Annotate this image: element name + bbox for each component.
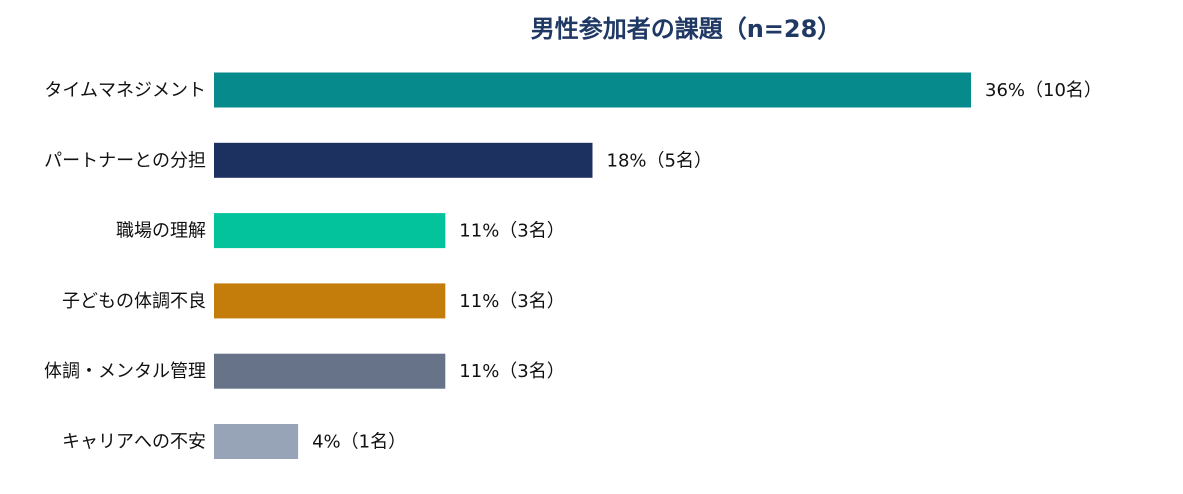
bar [214, 142, 593, 178]
bar [214, 283, 446, 319]
category-label: タイムマネジメント [44, 80, 206, 101]
data-label: 11%（3名） [459, 361, 564, 382]
bar [214, 72, 971, 108]
category-label: 子どもの体調不良 [62, 291, 206, 312]
data-label: 11%（3名） [459, 221, 564, 242]
category-label: 体調・メンタル管理 [44, 361, 206, 382]
bar [214, 213, 446, 249]
data-label: 4%（1名） [312, 432, 406, 453]
chart-title: 男性参加者の課題（n=28） [531, 15, 842, 43]
category-label: パートナーとの分担 [44, 150, 206, 171]
data-label: 18%（5名） [607, 150, 712, 171]
data-label: 11%（3名） [459, 291, 564, 312]
bar [214, 353, 446, 389]
category-label: キャリアへの不安 [62, 432, 206, 453]
category-label: 職場の理解 [116, 221, 206, 242]
bars-layer: タイムマネジメント 36%（10名） パートナーとの分担 18%（5名） 職場の理解 11… [44, 72, 1102, 459]
bar [214, 424, 299, 459]
data-label: 36%（10名） [985, 80, 1102, 101]
